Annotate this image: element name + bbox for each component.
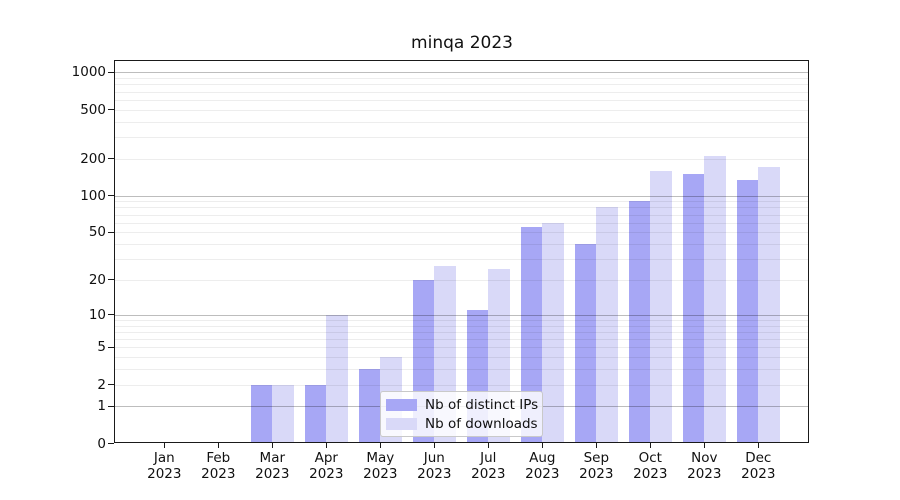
y-tick-mark — [108, 158, 114, 160]
y-tick-mark — [108, 231, 114, 233]
x-tick-mark — [704, 443, 706, 448]
minor-gridline — [115, 222, 808, 224]
minor-gridline — [115, 91, 808, 93]
y-tick-label: 500 — [80, 101, 106, 118]
bar-downloads-nov — [704, 156, 726, 443]
minor-gridline — [115, 319, 808, 321]
minor-gridline — [115, 331, 808, 333]
major-gridline — [115, 314, 808, 316]
bar-distinct-ips-nov — [682, 173, 705, 443]
y-tick-mark — [108, 279, 114, 281]
minor-gridline — [115, 99, 808, 101]
minor-gridline — [115, 347, 808, 349]
minor-gridline — [115, 78, 808, 79]
minor-gridline — [115, 369, 808, 370]
x-tick-label: May 2023 — [363, 450, 398, 482]
x-tick-mark — [434, 443, 436, 448]
legend-item-distinct-ips: Nb of distinct IPs — [386, 397, 538, 413]
y-tick-mark — [108, 346, 114, 348]
bar-downloads-apr — [326, 314, 348, 443]
x-tick-label: Dec 2023 — [741, 450, 776, 482]
legend-swatch-downloads — [386, 417, 417, 430]
minor-gridline — [115, 339, 808, 340]
legend-item-downloads: Nb of downloads — [386, 416, 538, 432]
x-tick-mark — [758, 443, 760, 448]
bar-distinct-ips-mar — [250, 384, 273, 443]
major-gridline — [115, 72, 808, 74]
x-tick-mark — [164, 443, 166, 448]
y-tick-label: 100 — [80, 187, 106, 204]
minor-gridline — [115, 325, 808, 327]
x-tick-label: Jun 2023 — [417, 450, 452, 482]
minor-gridline — [115, 109, 808, 111]
x-tick-label: Jan 2023 — [147, 450, 182, 482]
y-tick-label: 20 — [88, 271, 106, 288]
y-tick-mark — [108, 71, 114, 73]
x-tick-mark — [488, 443, 490, 448]
minor-gridline — [115, 136, 808, 138]
bar-downloads-sep — [596, 207, 618, 443]
y-tick-mark — [108, 314, 114, 316]
bar-distinct-ips-aug — [520, 227, 543, 443]
y-tick-label: 10 — [88, 306, 106, 323]
x-tick-mark — [326, 443, 328, 448]
minor-gridline — [115, 84, 808, 86]
y-tick-label: 0 — [97, 435, 106, 452]
major-gridline — [115, 195, 808, 197]
x-tick-mark — [596, 443, 598, 448]
legend: Nb of distinct IPs Nb of downloads — [380, 391, 543, 437]
x-tick-label: Sep 2023 — [579, 450, 614, 482]
legend-label-distinct-ips: Nb of distinct IPs — [425, 396, 539, 413]
x-tick-mark — [650, 443, 652, 448]
minor-gridline — [115, 384, 808, 386]
minor-gridline — [115, 214, 808, 216]
y-tick-mark — [108, 443, 114, 444]
bar-distinct-ips-dec — [736, 179, 759, 443]
minor-gridline — [115, 232, 808, 234]
minor-gridline — [115, 121, 808, 123]
legend-swatch-distinct-ips — [386, 398, 417, 411]
bar-distinct-ips-oct — [628, 201, 651, 443]
y-tick-label: 1 — [97, 398, 106, 415]
x-tick-mark — [272, 443, 274, 448]
minor-gridline — [115, 357, 808, 358]
x-tick-label: Nov 2023 — [687, 450, 722, 482]
x-tick-mark — [542, 443, 544, 448]
y-tick-label: 2 — [97, 376, 106, 393]
y-tick-mark — [108, 195, 114, 196]
y-tick-mark — [108, 384, 114, 385]
y-tick-mark — [108, 405, 114, 407]
x-tick-label: Jul 2023 — [471, 450, 506, 482]
minor-gridline — [115, 207, 808, 209]
y-tick-label: 200 — [80, 150, 106, 167]
minor-gridline — [115, 259, 808, 260]
x-tick-label: Aug 2023 — [525, 450, 560, 482]
bar-downloads-aug — [542, 222, 564, 443]
bar-downloads-oct — [650, 170, 672, 443]
minor-gridline — [115, 201, 808, 203]
y-tick-mark — [108, 109, 114, 110]
x-tick-mark — [380, 443, 382, 448]
y-tick-label: 5 — [97, 339, 106, 356]
bar-downloads-dec — [758, 167, 780, 443]
bar-distinct-ips-sep — [574, 244, 597, 443]
x-tick-label: Feb 2023 — [201, 450, 236, 482]
y-tick-label: 1000 — [71, 64, 106, 81]
legend-label-downloads: Nb of downloads — [425, 415, 538, 432]
bar-distinct-ips-may — [358, 369, 381, 443]
x-tick-label: Mar 2023 — [255, 450, 290, 482]
y-tick-label: 50 — [88, 224, 106, 241]
bar-downloads-mar — [272, 384, 294, 443]
minor-gridline — [115, 244, 808, 245]
minor-gridline — [115, 158, 808, 160]
bar-distinct-ips-apr — [304, 384, 327, 443]
x-tick-mark — [218, 443, 220, 448]
x-tick-label: Apr 2023 — [309, 450, 344, 482]
x-tick-label: Oct 2023 — [633, 450, 668, 482]
minor-gridline — [115, 279, 808, 281]
chart-title: minqa 2023 — [411, 33, 513, 53]
